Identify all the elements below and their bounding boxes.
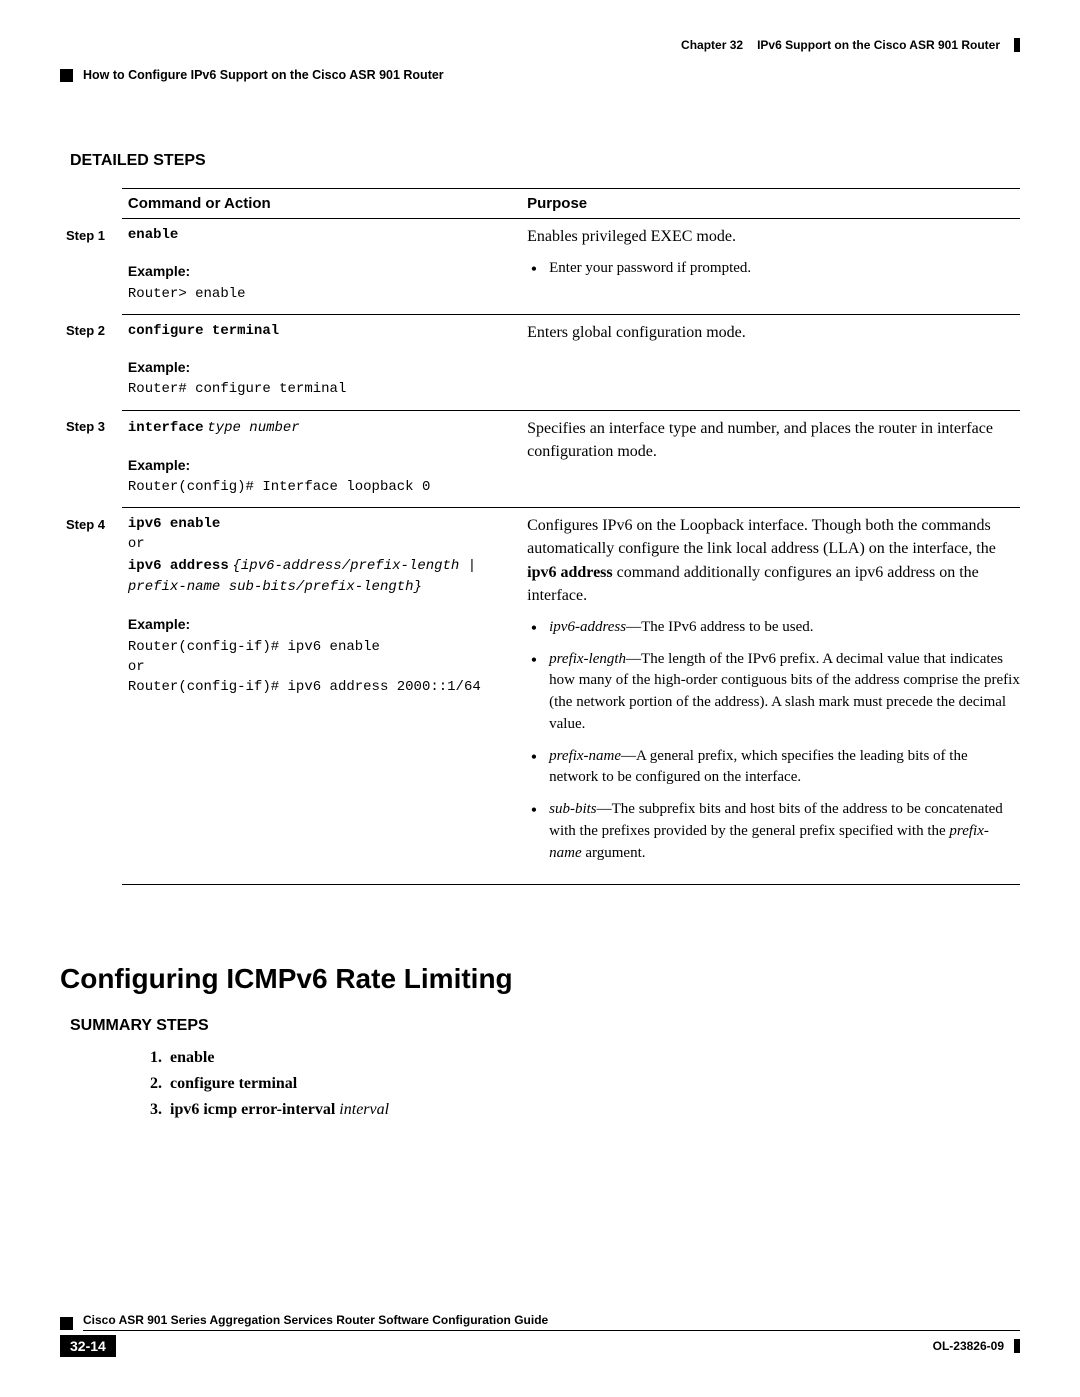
bullet: Enter your password if prompted. <box>549 258 1020 280</box>
table-row: Step 2 configure terminal Example: Route… <box>60 314 1020 410</box>
table-row: Step 1 enable Example: Router> enable En… <box>60 219 1020 315</box>
summary-list: 1. enable 2. configure terminal 3. ipv6 … <box>150 1049 1020 1119</box>
summary-steps-heading: SUMMARY STEPS <box>70 1017 1020 1035</box>
num: 2. <box>150 1075 162 1092</box>
th-command: Command or Action <box>122 189 521 219</box>
command-bold: ipv6 address <box>128 558 229 574</box>
purpose-cell: Configures IPv6 on the Loopback interfac… <box>521 508 1020 885</box>
footer-square-icon <box>60 1317 73 1330</box>
summary-item: 3. ipv6 icmp error-interval interval <box>150 1101 1020 1119</box>
command-line3: ipv6 address {ipv6-address/prefix-length… <box>128 555 521 599</box>
detailed-steps-heading: DETAILED STEPS <box>70 152 1020 170</box>
header-marker <box>1014 38 1020 52</box>
bullet: ipv6-address—The IPv6 address to be used… <box>549 617 1020 639</box>
th-empty <box>60 189 122 219</box>
purpose-main: Specifies an interface type and number, … <box>527 417 1020 463</box>
command-line1: ipv6 enable <box>128 514 521 534</box>
purpose-cell: Specifies an interface type and number, … <box>521 410 1020 507</box>
num: 1. <box>150 1049 162 1066</box>
example-label: Example: <box>128 614 521 634</box>
num: 3. <box>150 1101 162 1118</box>
summary-item: 2. configure terminal <box>150 1075 1020 1093</box>
section-bar: How to Configure IPv6 Support on the Cis… <box>60 68 1020 82</box>
purpose-cell: Enables privileged EXEC mode. Enter your… <box>521 219 1020 315</box>
footer-line: Cisco ASR 901 Series Aggregation Service… <box>60 1313 1020 1331</box>
command-or: or <box>128 534 521 554</box>
bullet: prefix-name—A general prefix, which spec… <box>549 746 1020 790</box>
bullet: sub-bits—The subprefix bits and host bit… <box>549 799 1020 864</box>
btext: —The IPv6 address to be used. <box>626 619 813 635</box>
example-code: Router(config-if)# ipv6 address 2000::1/… <box>128 677 521 697</box>
chapter-title: IPv6 Support on the Cisco ASR 901 Router <box>757 38 1000 52</box>
footer-guide-title: Cisco ASR 901 Series Aggregation Service… <box>83 1313 1020 1331</box>
term: prefix-name <box>549 748 621 764</box>
doc-id-marker <box>1014 1339 1020 1353</box>
purpose-para: Configures IPv6 on the Loopback interfac… <box>527 514 1020 607</box>
command-bold: interface <box>128 420 204 436</box>
command-cell: enable Example: Router> enable <box>122 219 521 315</box>
bold: ipv6 icmp error-interval <box>170 1101 335 1118</box>
table-row: Step 3 interface type number Example: Ro… <box>60 410 1020 507</box>
summary-item: 1. enable <box>150 1049 1020 1067</box>
example-label: Example: <box>128 261 521 281</box>
bullet: prefix-length—The length of the IPv6 pre… <box>549 649 1020 736</box>
text-bold: ipv6 address <box>527 564 613 581</box>
purpose-main: Enables privileged EXEC mode. <box>527 225 1020 248</box>
example-code: Router(config)# Interface loopback 0 <box>128 477 521 497</box>
doc-id-text: OL-23826-09 <box>933 1339 1004 1353</box>
doc-id: OL-23826-09 <box>933 1339 1020 1353</box>
footer-bottom: 32-14 OL-23826-09 <box>60 1335 1020 1357</box>
bold: enable <box>170 1049 214 1066</box>
command: interface type number <box>128 417 521 439</box>
example-code: or <box>128 657 521 677</box>
th-purpose: Purpose <box>521 189 1020 219</box>
text-pre: Configures IPv6 on the Loopback interfac… <box>527 517 996 557</box>
purpose-bullets: Enter your password if prompted. <box>527 258 1020 280</box>
term: sub-bits <box>549 801 597 817</box>
step-label: Step 3 <box>60 410 122 507</box>
example-label: Example: <box>128 455 521 475</box>
purpose-bullets: ipv6-address—The IPv6 address to be used… <box>527 617 1020 865</box>
example-code: Router(config-if)# ipv6 enable <box>128 637 521 657</box>
purpose-main: Enters global configuration mode. <box>527 321 1020 344</box>
step-label: Step 1 <box>60 219 122 315</box>
table-row: Step 4 ipv6 enable or ipv6 address {ipv6… <box>60 508 1020 885</box>
example-label: Example: <box>128 357 521 377</box>
steps-table: Command or Action Purpose Step 1 enable … <box>60 188 1020 885</box>
page-footer: Cisco ASR 901 Series Aggregation Service… <box>60 1313 1020 1357</box>
page-header: Chapter 32 IPv6 Support on the Cisco ASR… <box>60 38 1020 52</box>
example-code: Router# configure terminal <box>128 379 521 399</box>
command-italic: type number <box>207 420 299 436</box>
term: prefix-length <box>549 651 626 667</box>
btext-post: argument. <box>582 845 646 861</box>
term: ipv6-address <box>549 619 626 635</box>
purpose-cell: Enters global configuration mode. <box>521 314 1020 410</box>
bold: configure terminal <box>170 1075 297 1092</box>
example-code: Router> enable <box>128 284 521 304</box>
page-number: 32-14 <box>60 1335 116 1357</box>
command: enable <box>128 225 521 245</box>
section-title: How to Configure IPv6 Support on the Cis… <box>83 68 444 82</box>
command-cell: interface type number Example: Router(co… <box>122 410 521 507</box>
section-square-icon <box>60 69 73 82</box>
step-label: Step 2 <box>60 314 122 410</box>
command: configure terminal <box>128 321 521 341</box>
step-label: Step 4 <box>60 508 122 885</box>
chapter-label: Chapter 32 <box>681 38 743 52</box>
italic: interval <box>339 1101 389 1118</box>
command-cell: ipv6 enable or ipv6 address {ipv6-addres… <box>122 508 521 885</box>
btext-pre: —The subprefix bits and host bits of the… <box>549 801 1003 839</box>
command-cell: configure terminal Example: Router# conf… <box>122 314 521 410</box>
section-heading: Configuring ICMPv6 Rate Limiting <box>60 963 1020 995</box>
